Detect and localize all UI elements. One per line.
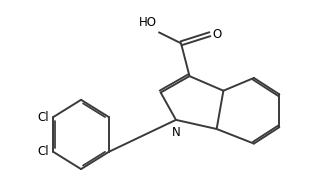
Text: Cl: Cl [38,111,49,124]
Text: O: O [212,28,222,41]
Text: Cl: Cl [38,145,49,158]
Text: HO: HO [139,16,157,29]
Text: N: N [172,126,180,139]
